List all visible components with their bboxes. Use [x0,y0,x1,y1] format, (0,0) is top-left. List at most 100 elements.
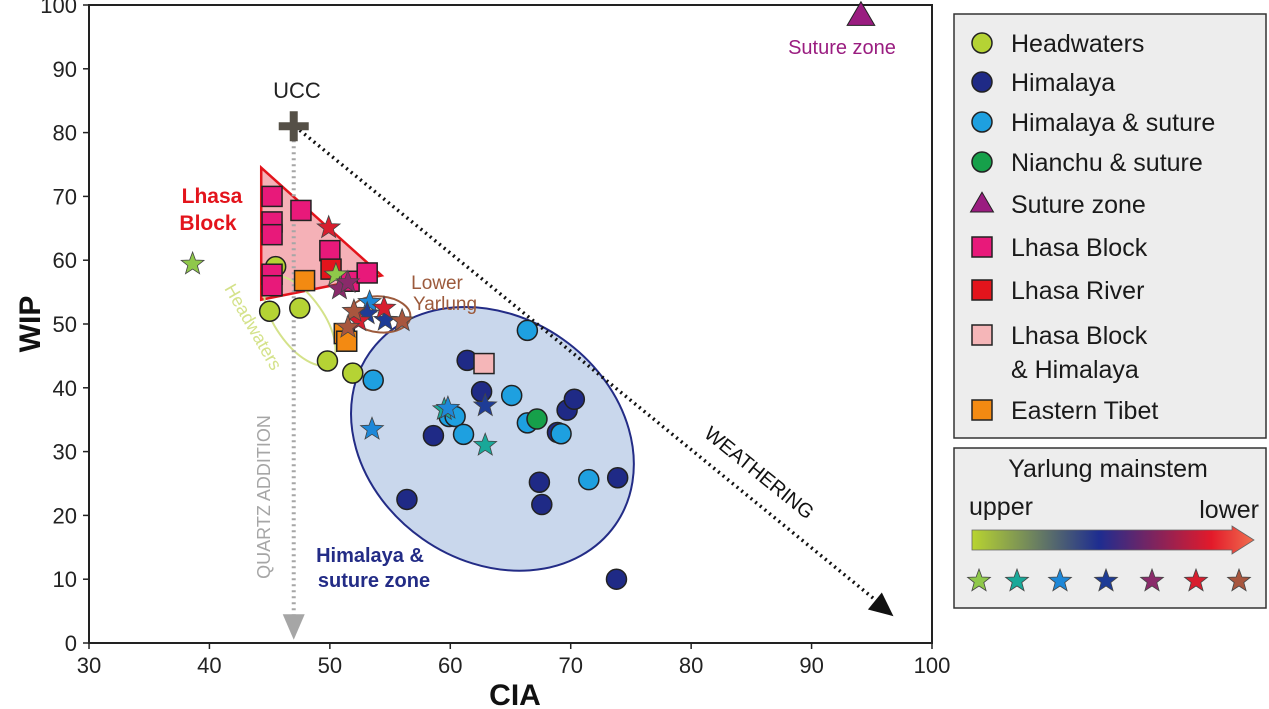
point-yarlung-mainstem-4 [359,416,385,440]
legend-marker-himalaya [971,71,993,93]
point-yarlung-mainstem-7 [372,307,398,331]
point-lhasa-block-himalaya-0 [473,352,495,375]
point-himalaya-9 [605,568,628,590]
legend-label-eastern-tibet: Eastern Tibet [1011,397,1158,425]
point-yarlung-mainstem-6 [435,395,461,419]
legend-label-himalaya: Himalaya [1011,69,1115,97]
himalaya-field-label-line2: suture zone [318,570,430,592]
point-himalaya-suture-0 [362,369,384,391]
point-suture-zone-0 [846,0,876,26]
point-lhasa-block-8 [356,262,378,284]
point-yarlung-mainstem-0 [180,250,206,275]
point-yarlung-mainstem-3 [472,432,498,456]
point-headwaters-3 [316,350,339,372]
x-tick-label-70: 70 [558,653,582,678]
point-yarlung-mainstem-17 [335,314,361,338]
gradient-right-label: lower [1199,496,1259,524]
point-eastern-tibet-0 [293,269,316,292]
weathering-arrow-line [298,128,887,610]
point-lhasa-block-4 [261,274,283,297]
y-tick-label-60: 60 [53,248,77,273]
point-himalaya-5 [531,493,553,516]
legend-label2-lhasa-block-himalaya: & Himalaya [1011,356,1139,384]
legend-label-nianchu-suture: Nianchu & suture [1011,149,1203,177]
point-yarlung-mainstem-14 [371,294,397,319]
y-tick-label-80: 80 [53,121,77,146]
point-himalaya-suture-5 [516,319,539,342]
gradient-star-1 [1004,567,1030,592]
legend-box [953,13,1267,439]
point-headwaters-4 [341,362,364,384]
x-tick-label-30: 30 [77,653,101,678]
point-yarlung-mainstem-11 [335,269,361,294]
gradient-star-2 [1047,567,1073,592]
y-tick-label-40: 40 [53,376,77,401]
point-himalaya-0 [396,488,418,511]
legend-marker-lhasa-block-himalaya [971,324,993,346]
legend-label-suture-zone: Suture zone [1011,191,1146,219]
gradient-star-3 [1093,567,1119,592]
gradient-star-6 [1226,567,1252,592]
axis-ticks: 30 40 50 60 70 80 90 100 0 10 20 30 40 50 60 70 80 90 100 [40,0,950,678]
legend-marker-suture-zone [969,191,995,213]
y-tick-label-20: 20 [53,503,77,528]
himalaya-field-label-line1: Himalaya & [316,545,424,567]
y-axis-title: WIP [14,296,47,353]
lhasa-block-label-line1: Lhasa [182,185,243,208]
point-himalaya-suture-8 [578,468,600,491]
point-lhasa-block-0 [261,185,283,208]
legend-label-lhasa-block-himalaya: Lhasa Block [1011,322,1148,350]
ucc-cross-marker [278,111,309,142]
gradient-legend: Yarlung mainstem upper lower [953,447,1267,609]
gradient-legend-title: Yarlung mainstem [1008,455,1208,483]
gradient-star-4 [1139,567,1165,592]
x-tick-label-40: 40 [197,653,221,678]
x-tick-label-100: 100 [914,653,951,678]
gradient-arrow [971,525,1255,555]
y-tick-label-0: 0 [65,631,77,656]
x-axis-title: CIA [489,679,541,709]
legend-marker-himalaya-suture [971,111,993,133]
lower-yarlung-label-line2: Yarlung [413,294,477,315]
point-lhasa-block-5 [290,199,312,222]
legend-marker-lhasa-block [971,236,993,258]
point-yarlung-mainstem-1 [323,261,349,286]
legend-marker-headwaters [971,32,993,54]
lhasa-block-label-line2: Block [179,212,237,235]
legend-marker-lhasa-river [971,279,993,301]
legend-label-himalaya-suture: Himalaya & suture [1011,109,1215,137]
data-points [180,0,876,590]
y-tick-label-30: 30 [53,440,77,465]
x-tick-label-50: 50 [318,653,342,678]
point-headwaters-2 [289,297,311,319]
point-headwaters-0 [258,300,281,322]
point-himalaya-8 [563,388,586,411]
y-tick-label-100: 100 [40,0,77,18]
point-himalaya-suture-3 [452,423,475,446]
legend-marker-nianchu-suture [971,151,993,173]
point-yarlung-mainstem-16 [389,307,415,332]
point-yarlung-mainstem-12 [316,214,342,239]
point-himalaya-10 [606,467,629,489]
legend-label-lhasa-block: Lhasa Block [1011,234,1148,262]
quartz-addition-label: QUARTZ ADDITION [254,415,274,579]
gradient-star-5 [1183,567,1209,592]
guide-lines [278,111,894,640]
y-tick-label-70: 70 [53,184,77,209]
x-tick-label-80: 80 [679,653,703,678]
quartz-addition-arrowhead [282,614,305,640]
point-lhasa-block-6 [319,239,341,262]
gradient-star-0 [966,567,992,592]
y-tick-label-90: 90 [53,57,77,82]
legend-label-lhasa-river: Lhasa River [1011,277,1144,305]
lower-yarlung-label-line1: Lower [411,273,463,294]
point-himalaya-3 [470,380,493,403]
point-himalaya-4 [528,471,551,493]
point-himalaya-suture-4 [500,384,523,407]
ucc-label: UCC [273,78,321,103]
legend-marker-eastern-tibet [971,399,993,421]
y-tick-label-10: 10 [53,567,77,592]
point-lhasa-block-2 [261,223,283,246]
himalaya-suture-field [350,305,635,572]
